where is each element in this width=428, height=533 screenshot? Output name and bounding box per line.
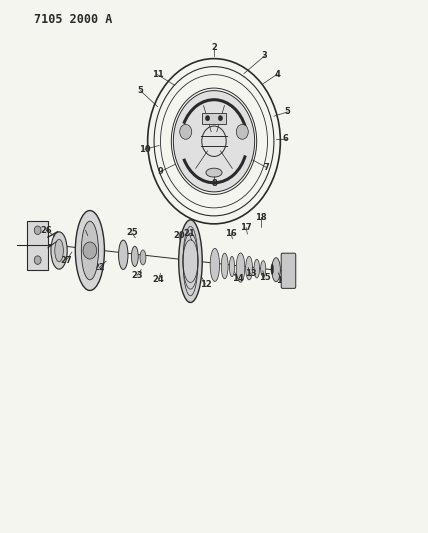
Text: 21: 21 — [183, 229, 195, 238]
Text: 13: 13 — [244, 270, 256, 278]
Circle shape — [34, 226, 41, 235]
Ellipse shape — [221, 253, 228, 279]
Ellipse shape — [254, 260, 259, 278]
Ellipse shape — [140, 250, 146, 265]
Ellipse shape — [206, 168, 222, 177]
Circle shape — [236, 124, 248, 139]
Text: 5: 5 — [285, 108, 291, 116]
Circle shape — [173, 91, 255, 192]
Ellipse shape — [210, 248, 220, 281]
Text: 24: 24 — [152, 275, 164, 284]
Text: 25: 25 — [126, 229, 138, 237]
Text: 9: 9 — [158, 167, 163, 176]
Text: 14: 14 — [232, 274, 244, 282]
Text: 6: 6 — [283, 134, 289, 143]
Ellipse shape — [75, 211, 104, 290]
Text: 3: 3 — [262, 52, 268, 60]
Text: 19: 19 — [276, 276, 288, 285]
Text: 23: 23 — [131, 271, 143, 280]
Circle shape — [83, 242, 97, 259]
Ellipse shape — [236, 253, 245, 282]
Circle shape — [34, 256, 41, 264]
Text: 5: 5 — [137, 86, 143, 95]
Text: 4: 4 — [274, 70, 280, 78]
Text: 15: 15 — [259, 273, 270, 281]
Circle shape — [180, 124, 192, 139]
Text: 18: 18 — [255, 213, 267, 222]
Text: 1: 1 — [83, 226, 89, 235]
Ellipse shape — [51, 232, 67, 269]
Ellipse shape — [246, 256, 253, 280]
Text: 16: 16 — [225, 229, 237, 238]
Text: 2: 2 — [211, 44, 217, 52]
Text: 8: 8 — [211, 180, 217, 188]
Text: 26: 26 — [40, 226, 52, 235]
FancyBboxPatch shape — [281, 253, 296, 288]
Text: 11: 11 — [152, 70, 163, 79]
Text: 10: 10 — [139, 145, 151, 154]
Polygon shape — [27, 221, 48, 270]
Circle shape — [205, 116, 210, 121]
Ellipse shape — [55, 239, 63, 262]
Ellipse shape — [271, 264, 273, 274]
Text: 7105 2000 A: 7105 2000 A — [34, 13, 113, 26]
Text: 12: 12 — [199, 280, 211, 288]
Text: 7: 7 — [263, 163, 269, 172]
Text: 22: 22 — [93, 263, 105, 272]
Text: 20: 20 — [173, 231, 185, 240]
FancyBboxPatch shape — [202, 113, 226, 124]
Ellipse shape — [119, 240, 128, 270]
Ellipse shape — [261, 261, 266, 277]
Circle shape — [218, 116, 223, 121]
Ellipse shape — [81, 221, 98, 280]
Ellipse shape — [229, 256, 235, 277]
Ellipse shape — [272, 257, 280, 281]
Ellipse shape — [131, 246, 138, 266]
Text: 27: 27 — [60, 256, 72, 264]
Text: 17: 17 — [240, 223, 252, 232]
Ellipse shape — [179, 220, 202, 303]
